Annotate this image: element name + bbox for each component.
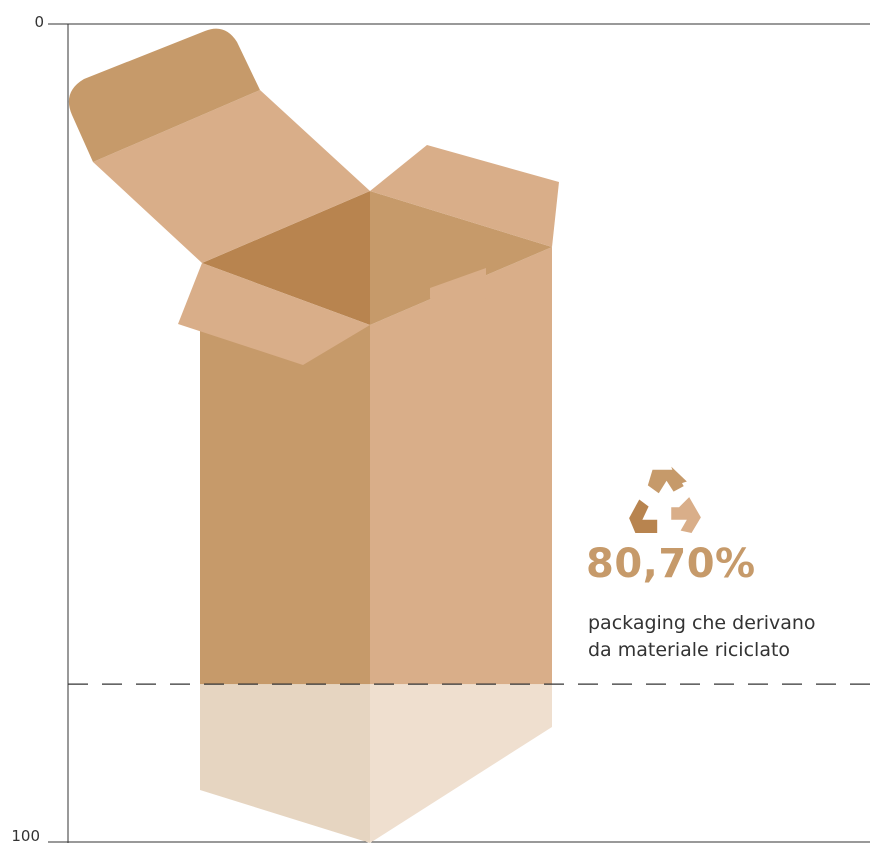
box-faded-part bbox=[200, 684, 552, 843]
stat-value: 80,70% bbox=[586, 541, 756, 587]
y-tick-bottom: 100 bbox=[11, 827, 40, 843]
y-tick-top: 0 bbox=[34, 13, 44, 31]
caption-line-1: packaging che derivano bbox=[588, 612, 816, 634]
stat-caption: packaging che derivano da materiale rici… bbox=[588, 610, 816, 664]
recycle-icon bbox=[629, 466, 701, 533]
box-top bbox=[68, 28, 559, 365]
box-filled-part bbox=[200, 247, 552, 685]
caption-line-2: da materiale riciclato bbox=[588, 639, 791, 661]
